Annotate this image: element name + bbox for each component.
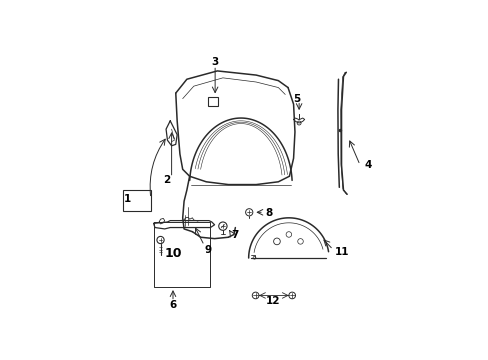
Text: 9: 9 [204, 245, 212, 255]
Circle shape [339, 129, 341, 132]
Text: 2: 2 [163, 175, 170, 185]
Text: 12: 12 [265, 296, 280, 306]
FancyBboxPatch shape [207, 97, 218, 105]
Text: 6: 6 [169, 300, 176, 310]
Text: 5: 5 [293, 94, 300, 104]
Text: 4: 4 [364, 160, 371, 170]
Text: 1: 1 [123, 194, 131, 204]
Text: 8: 8 [265, 208, 272, 218]
Text: 3: 3 [211, 57, 218, 67]
Text: 7: 7 [231, 230, 238, 240]
FancyBboxPatch shape [123, 190, 150, 211]
Text: 11: 11 [334, 247, 348, 257]
Text: 10: 10 [164, 247, 182, 260]
